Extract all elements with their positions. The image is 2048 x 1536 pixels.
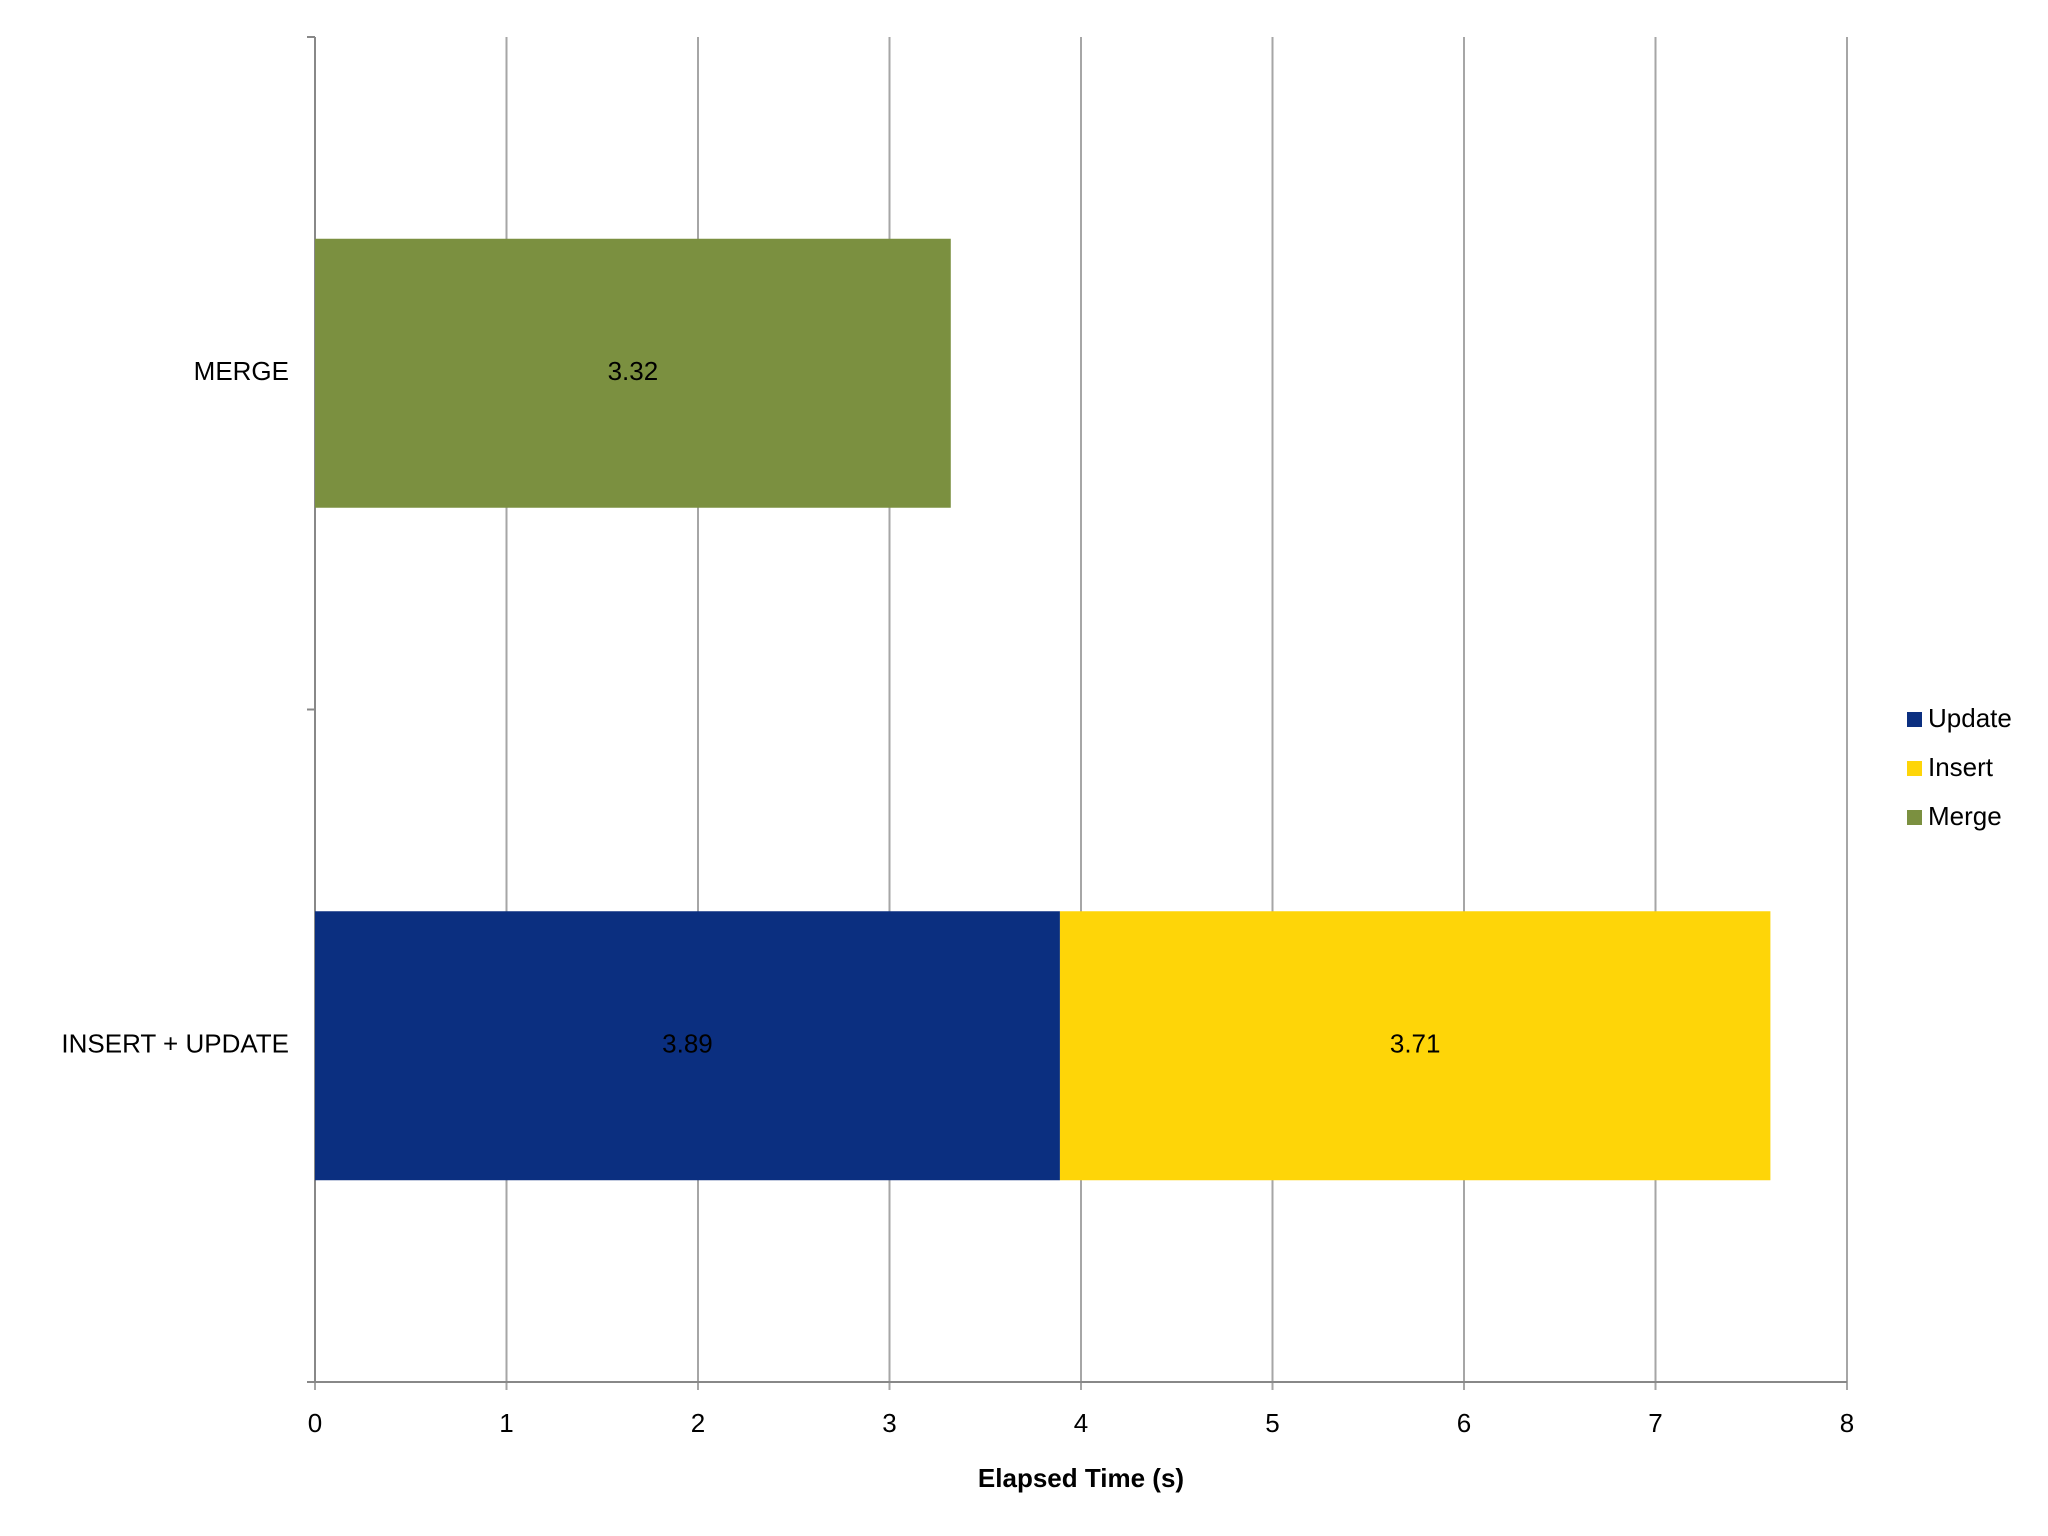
data-label: 3.71 bbox=[1390, 1029, 1441, 1059]
x-tick-label: 5 bbox=[1265, 1408, 1279, 1438]
bar-segment bbox=[315, 238, 951, 508]
legend-label: Insert bbox=[1928, 752, 1994, 782]
x-tick-label: 0 bbox=[308, 1408, 322, 1438]
data-label: 3.89 bbox=[662, 1029, 713, 1059]
legend-swatch bbox=[1907, 810, 1922, 825]
x-tick-label: 2 bbox=[691, 1408, 705, 1438]
x-tick-label: 4 bbox=[1074, 1408, 1088, 1438]
x-tick-label: 6 bbox=[1457, 1408, 1471, 1438]
x-tick-label: 7 bbox=[1648, 1408, 1662, 1438]
x-axis-label: Elapsed Time (s) bbox=[978, 1463, 1184, 1493]
x-tick-label: 8 bbox=[1840, 1408, 1854, 1438]
bar-segment bbox=[315, 911, 1060, 1181]
x-tick-label: 3 bbox=[882, 1408, 896, 1438]
legend-label: Update bbox=[1928, 703, 2012, 733]
legend-label: Merge bbox=[1928, 801, 2002, 831]
x-tick-label: 1 bbox=[499, 1408, 513, 1438]
y-tick-label: MERGE bbox=[194, 356, 289, 386]
y-tick-label: INSERT + UPDATE bbox=[61, 1029, 289, 1059]
data-label: 3.32 bbox=[608, 356, 659, 386]
legend-swatch bbox=[1907, 712, 1922, 727]
bar-segment bbox=[1059, 911, 1771, 1181]
legend-swatch bbox=[1907, 761, 1922, 776]
